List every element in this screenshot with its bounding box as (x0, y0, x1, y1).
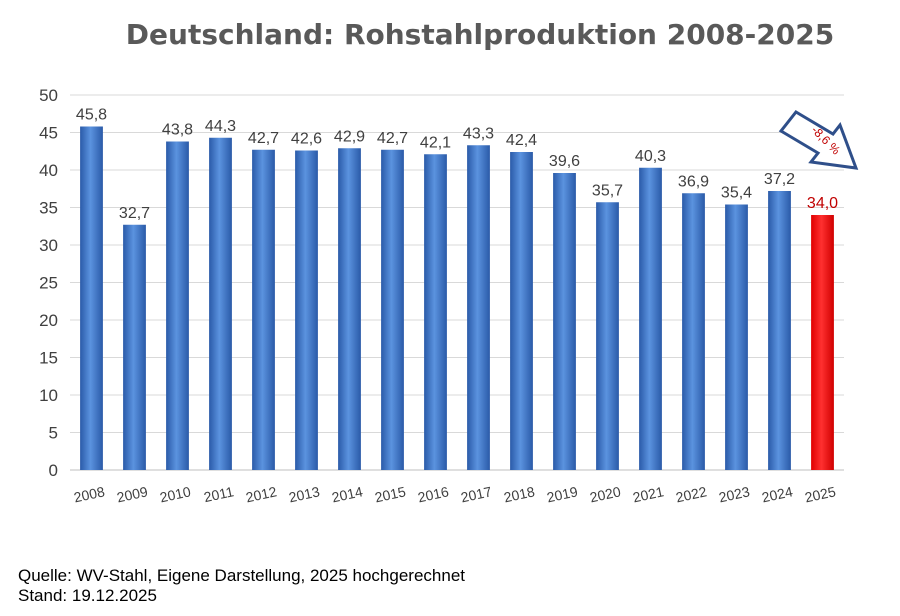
gridlines (70, 94, 844, 471)
x-tick-label: 2016 (416, 483, 450, 505)
bar-2011 (209, 137, 232, 470)
value-label: 42,9 (334, 128, 365, 145)
bars (80, 126, 834, 470)
y-axis-ticks: 0 5 10 15 20 25 30 35 40 45 50 (39, 86, 58, 480)
y-tick-label: 50 (39, 86, 58, 105)
bar-2019 (553, 173, 576, 470)
bar-2022 (682, 193, 705, 470)
value-label: 44,3 (205, 118, 236, 135)
bar-2013 (295, 150, 318, 470)
value-label: 43,3 (463, 125, 494, 142)
value-label: 42,1 (420, 134, 451, 151)
value-label: 35,7 (592, 182, 623, 199)
bar-2023 (725, 204, 748, 470)
x-tick-label: 2021 (631, 483, 665, 505)
bar-2009 (123, 224, 146, 470)
x-tick-label: 2022 (674, 483, 708, 505)
x-tick-label: 2009 (115, 483, 149, 505)
value-label: 42,7 (248, 130, 279, 147)
value-label: 43,8 (162, 122, 193, 139)
value-label: 39,6 (549, 153, 580, 170)
bar-2020 (596, 202, 619, 470)
value-label: 40,3 (635, 148, 666, 165)
date-note: Stand: 19.12.2025 (18, 586, 157, 605)
bar-2024 (768, 191, 791, 470)
value-labels: 45,8 32,7 43,8 44,3 42,7 42,6 42,9 42,7 42,1 43,3… (76, 107, 838, 222)
y-tick-label: 20 (39, 311, 58, 330)
value-label: 42,7 (377, 130, 408, 147)
value-label: 37,2 (764, 171, 795, 188)
bar-2012 (252, 149, 275, 470)
bar-2015 (381, 149, 404, 470)
footer: Quelle: WV-Stahl, Eigene Darstellung, 20… (18, 566, 465, 606)
bar-2017 (467, 145, 490, 470)
y-tick-label: 15 (39, 349, 58, 368)
y-tick-label: 0 (49, 461, 58, 480)
value-label: 35,4 (721, 185, 752, 202)
x-tick-label: 2010 (158, 483, 192, 505)
x-tick-label: 2012 (244, 483, 278, 505)
bar-2014 (338, 148, 361, 470)
y-tick-label: 25 (39, 274, 58, 293)
value-label: 32,7 (119, 205, 150, 222)
x-tick-label: 2018 (502, 483, 536, 505)
y-tick-label: 5 (49, 424, 58, 443)
bar-2018 (510, 152, 533, 470)
y-tick-label: 35 (39, 199, 58, 218)
bar-2008 (80, 126, 103, 470)
chart-title: Deutschland: Rohstahlproduktion 2008-202… (125, 18, 835, 51)
x-axis-ticks: 2008 2009 2010 2011 2012 2013 2014 2015 2016 2017… (72, 483, 837, 505)
x-tick-label: 2023 (717, 483, 751, 505)
x-tick-label: 2017 (459, 483, 493, 505)
value-label: 42,6 (291, 131, 322, 148)
value-label: 45,8 (76, 107, 107, 124)
x-tick-label: 2011 (202, 483, 235, 505)
x-tick-label: 2015 (373, 483, 407, 505)
value-label: 34,0 (807, 195, 838, 212)
value-label: 42,4 (506, 132, 537, 149)
x-tick-label: 2019 (545, 483, 579, 505)
trend-arrow: -8,6 % (778, 110, 859, 170)
y-tick-label: 10 (39, 386, 58, 405)
down-arrow-icon (778, 110, 859, 170)
bar-2010 (166, 141, 189, 470)
y-tick-label: 45 (39, 124, 58, 143)
y-tick-label: 40 (39, 161, 58, 180)
x-tick-label: 2025 (803, 483, 837, 505)
x-tick-label: 2014 (330, 483, 364, 505)
bar-2025 (811, 215, 834, 470)
x-tick-label: 2020 (588, 483, 622, 505)
x-tick-label: 2024 (760, 483, 794, 505)
bar-2016 (424, 154, 447, 470)
y-tick-label: 30 (39, 236, 58, 255)
source-note: Quelle: WV-Stahl, Eigene Darstellung, 20… (18, 566, 465, 585)
x-tick-label: 2013 (287, 483, 321, 505)
value-label: 36,9 (678, 173, 709, 190)
bar-2021 (639, 167, 662, 470)
x-tick-label: 2008 (72, 483, 106, 505)
